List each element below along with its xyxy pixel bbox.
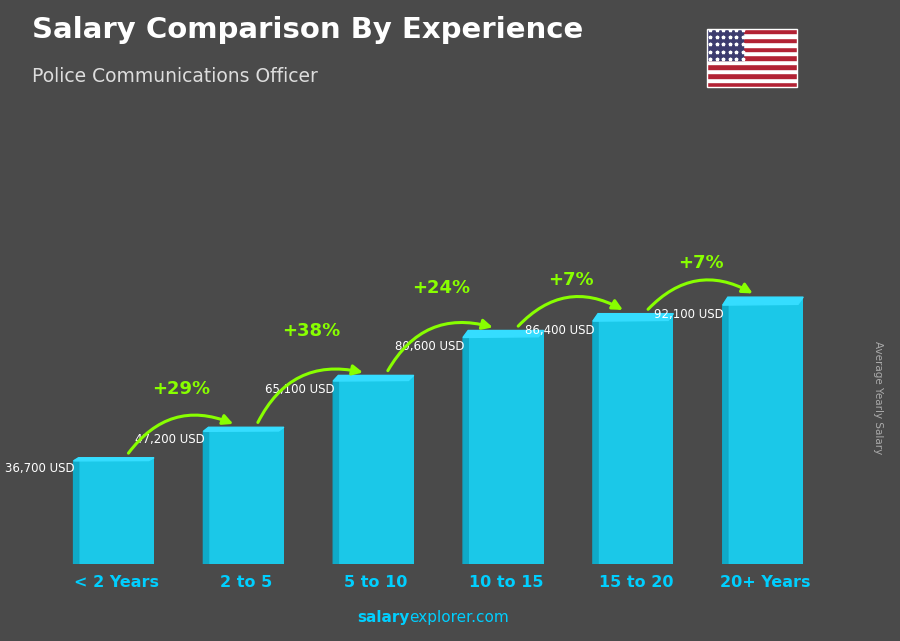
- Polygon shape: [203, 428, 209, 564]
- Polygon shape: [333, 376, 414, 381]
- Text: salary: salary: [357, 610, 410, 625]
- Bar: [706, 64, 796, 69]
- Text: Average Yearly Salary: Average Yearly Salary: [873, 341, 883, 454]
- Bar: [706, 69, 796, 73]
- Text: 47,200 USD: 47,200 USD: [135, 433, 205, 445]
- Text: +38%: +38%: [282, 322, 340, 340]
- Bar: [706, 47, 796, 51]
- Text: 92,100 USD: 92,100 USD: [654, 308, 724, 320]
- FancyBboxPatch shape: [79, 458, 154, 564]
- Bar: [706, 78, 796, 82]
- Text: Salary Comparison By Experience: Salary Comparison By Experience: [32, 16, 583, 44]
- Polygon shape: [203, 428, 284, 431]
- Polygon shape: [723, 297, 728, 564]
- FancyBboxPatch shape: [598, 313, 673, 564]
- Polygon shape: [74, 458, 154, 461]
- Text: 86,400 USD: 86,400 USD: [525, 324, 594, 337]
- Text: explorer.com: explorer.com: [410, 610, 509, 625]
- Text: +29%: +29%: [152, 381, 211, 399]
- Polygon shape: [74, 458, 79, 564]
- Polygon shape: [464, 331, 544, 337]
- Bar: [706, 60, 796, 64]
- Polygon shape: [464, 331, 468, 564]
- Polygon shape: [723, 297, 803, 305]
- FancyBboxPatch shape: [728, 297, 803, 564]
- Polygon shape: [593, 313, 673, 321]
- Polygon shape: [593, 313, 598, 564]
- Text: 36,700 USD: 36,700 USD: [5, 462, 75, 475]
- Bar: [706, 82, 796, 87]
- Text: Police Communications Officer: Police Communications Officer: [32, 67, 318, 87]
- FancyBboxPatch shape: [338, 376, 414, 564]
- Text: 80,600 USD: 80,600 USD: [395, 340, 464, 353]
- FancyBboxPatch shape: [468, 331, 544, 564]
- Bar: [706, 73, 796, 78]
- FancyBboxPatch shape: [209, 428, 284, 564]
- Bar: [706, 29, 742, 60]
- Bar: [706, 38, 796, 42]
- Text: +24%: +24%: [412, 279, 470, 297]
- Bar: [706, 56, 796, 60]
- Bar: [706, 29, 796, 33]
- Text: +7%: +7%: [548, 271, 594, 289]
- Text: +7%: +7%: [678, 254, 724, 272]
- Bar: [706, 42, 796, 47]
- Bar: [706, 51, 796, 56]
- Text: 65,100 USD: 65,100 USD: [265, 383, 335, 396]
- Bar: [706, 33, 796, 38]
- Polygon shape: [333, 376, 338, 564]
